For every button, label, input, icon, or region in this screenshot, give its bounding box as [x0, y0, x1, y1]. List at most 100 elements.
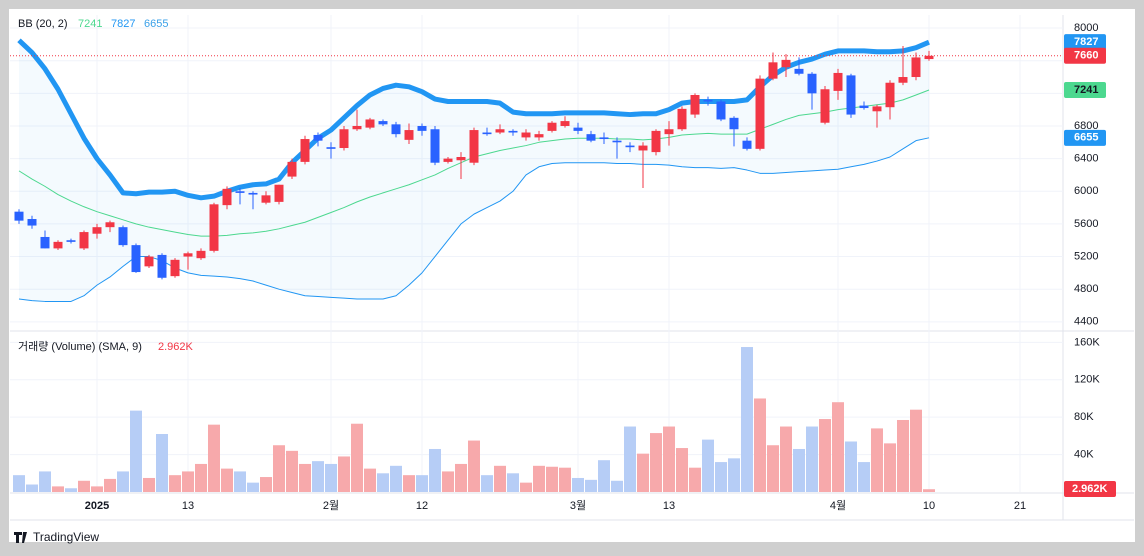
candle-body: [27, 219, 37, 226]
candle-body: [833, 72, 843, 91]
candle-body: [40, 236, 50, 249]
candle-body: [612, 140, 622, 143]
candle-body: [690, 94, 700, 115]
bb-middle-badge: 7241: [1074, 84, 1098, 96]
volume-bar: [78, 480, 90, 492]
volume-bar: [858, 462, 870, 492]
volume-badge: 2.962K: [1072, 483, 1108, 495]
candle-body: [417, 125, 427, 131]
candle-body: [885, 82, 895, 108]
candle-body: [924, 55, 934, 60]
bb-middle-badge-bg: [1064, 81, 1106, 98]
volume-bar: [208, 424, 220, 492]
candle-body: [807, 73, 817, 94]
candle-body: [287, 161, 297, 177]
volume-bar: [650, 433, 662, 492]
candle-body: [66, 240, 76, 242]
grid: [10, 15, 1063, 492]
candle-body: [326, 147, 336, 149]
candle-body: [430, 129, 440, 163]
brand: TradingView: [33, 530, 99, 544]
candle-body: [456, 156, 466, 161]
candle-body: [274, 184, 284, 202]
candle-body: [625, 145, 635, 148]
candle-body: [859, 105, 869, 109]
volume-bar: [598, 460, 610, 492]
candle-body: [638, 145, 648, 151]
bb-lower-value: 6655: [144, 18, 168, 30]
volume-bar: [260, 477, 272, 492]
y-tick-label: 4800: [1074, 283, 1098, 295]
candle-body: [391, 124, 401, 135]
volume-bar: [910, 409, 922, 492]
candle-body: [547, 122, 557, 131]
candle-body: [651, 130, 661, 153]
volume-bar: [273, 445, 285, 492]
volume-bar: [221, 468, 233, 492]
volume-bar: [299, 463, 311, 492]
candle-body: [313, 134, 323, 141]
x-tick-label: 2월: [323, 499, 339, 512]
volume-bar: [312, 461, 324, 492]
candle-body: [664, 129, 674, 135]
volume-bar: [624, 426, 636, 492]
y-tick-label: 6800: [1074, 120, 1098, 132]
candle-body: [521, 132, 531, 138]
candle-body: [911, 57, 921, 78]
bb-upper-badge-bg: [1064, 34, 1106, 51]
candle-body: [131, 245, 141, 273]
last-price-badge-bg: [1064, 47, 1106, 64]
volume-bar: [754, 398, 766, 492]
candle-body: [339, 129, 349, 149]
candle-body: [482, 132, 492, 135]
volume-bar: [468, 440, 480, 492]
candle-body: [261, 195, 271, 203]
volume-bar: [130, 410, 142, 492]
volume-bar: [507, 473, 519, 492]
candle-body: [599, 137, 609, 140]
candle-body: [183, 253, 193, 257]
candle-body: [677, 108, 687, 130]
volume-bar: [845, 441, 857, 492]
volume-bar: [169, 475, 181, 492]
candle-body: [196, 250, 206, 259]
candle-body: [872, 106, 882, 112]
labels: 4400480052005600600064006800720076008000…: [85, 22, 1116, 512]
volume-tick-label: 120K: [1074, 374, 1100, 386]
volume-bar: [416, 475, 428, 492]
volume-bar: [728, 458, 740, 492]
candle-body: [729, 117, 739, 130]
volume-bar: [715, 462, 727, 492]
volume-bar: [676, 448, 688, 492]
volume-bar: [637, 453, 649, 492]
volume-bar: [572, 477, 584, 492]
volume-bar: [156, 434, 168, 492]
volume-bar: [767, 445, 779, 492]
volume-bar: [702, 439, 714, 492]
volume-bar: [403, 475, 415, 492]
bb-upper-value: 7827: [111, 18, 135, 30]
candle-body: [352, 125, 362, 130]
volume-bar: [195, 463, 207, 492]
volume-bar: [897, 419, 909, 492]
volume-bar: [26, 484, 38, 492]
candle-body: [300, 139, 310, 162]
y-tick-label: 6400: [1074, 153, 1098, 165]
volume-bar: [871, 428, 883, 492]
candle-body: [703, 99, 713, 102]
y-tick-label: 6000: [1074, 185, 1098, 197]
volume-bar: [13, 475, 25, 492]
volume-bar: [494, 465, 506, 492]
candle-body: [755, 78, 765, 149]
volume-bar: [65, 488, 77, 492]
bb-middle-value: 7241: [78, 18, 102, 30]
volume-bar: [611, 480, 623, 492]
candle-body: [898, 77, 908, 83]
volume-bar: [104, 478, 116, 492]
candle-body: [573, 127, 583, 131]
volume-bar: [741, 347, 753, 492]
candle-body: [105, 222, 115, 228]
candle-body: [378, 121, 388, 125]
y-tick-label: 5600: [1074, 218, 1098, 230]
